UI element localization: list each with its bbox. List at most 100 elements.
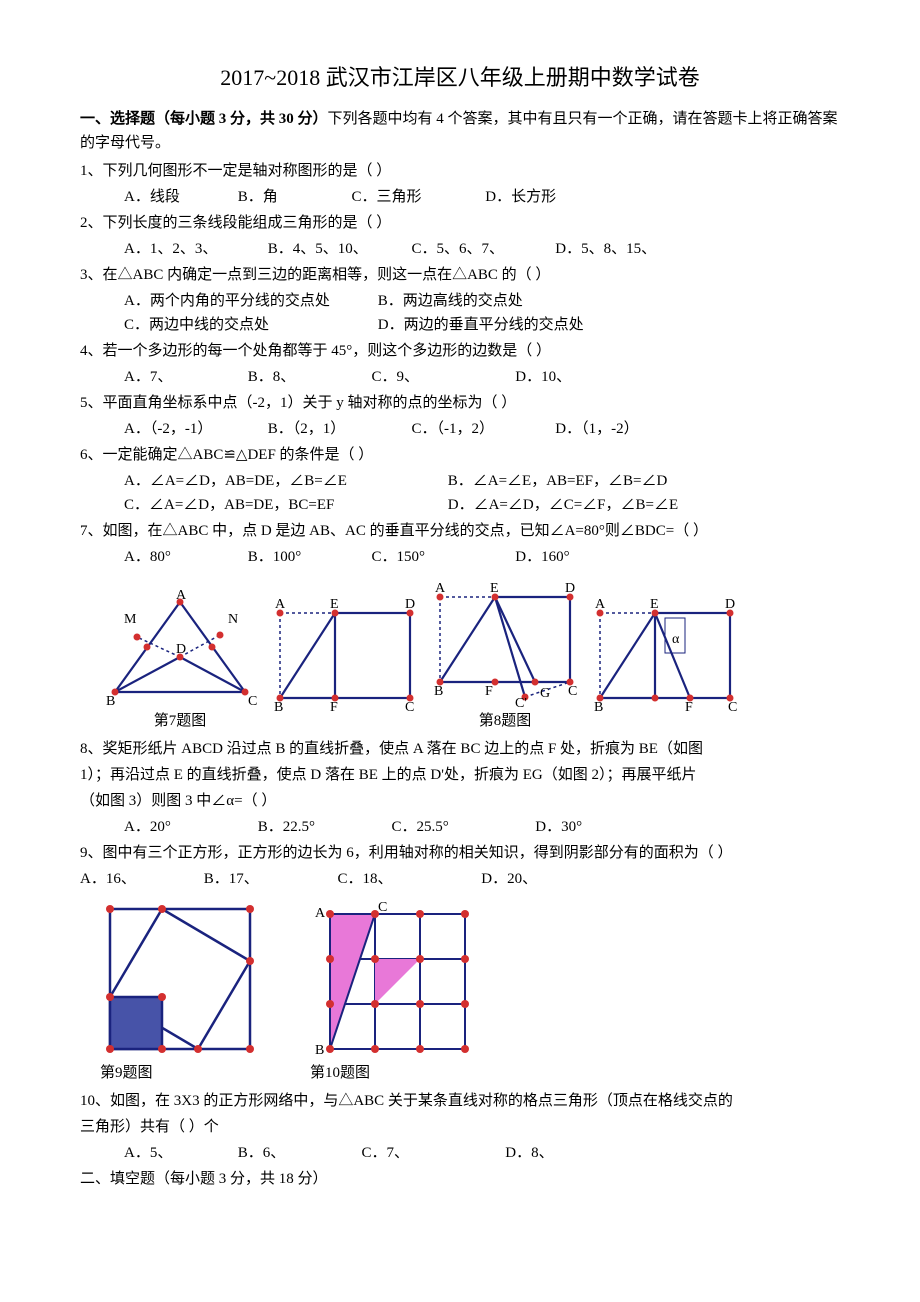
q3-options: A．两个内角的平分线的交点处 B．两边高线的交点处 C．两边中线的交点处 D．两… <box>80 289 840 337</box>
q5-options: A．（-2，-1） B．（2，1） C．（-1，2） D．（1，-2） <box>80 417 840 441</box>
q4-opt-d: D．10、 <box>515 365 635 389</box>
fig9: 第9题图 <box>100 899 260 1085</box>
q6-options: A．∠A=∠D，AB=DE，∠B=∠E B．∠A=∠E，AB=EF，∠B=∠D … <box>80 469 840 517</box>
svg-text:M: M <box>124 612 137 627</box>
q6-opt-d: D．∠A=∠D，∠C=∠F，∠B=∠E <box>448 493 768 517</box>
svg-text:B: B <box>434 684 443 699</box>
q9-opt-c: C．18、 <box>338 867 478 891</box>
q1-opt-d: D．长方形 <box>485 185 615 209</box>
q9-opt-d: D．20、 <box>481 867 601 891</box>
q2-opt-c: C．5、6、7、 <box>412 237 552 261</box>
fig8-2-svg: AED BFG CC' <box>430 577 580 707</box>
q7-text: 7、如图，在△ABC 中，点 D 是边 AB、AC 的垂直平分线的交点，已知∠A… <box>80 519 840 543</box>
q10-opt-c: C．7、 <box>362 1141 502 1165</box>
q1-options: A．线段 B．角 C．三角形 D．长方形 <box>80 185 840 209</box>
svg-text:D: D <box>565 581 575 596</box>
q4-opt-c: C．9、 <box>372 365 512 389</box>
svg-text:D: D <box>725 597 735 612</box>
svg-text:A: A <box>275 597 286 612</box>
section1-heading: 一、选择题（每小题 3 分，共 30 分）下列各题中均有 4 个答案，其中有且只… <box>80 107 840 155</box>
svg-text:α: α <box>672 632 680 647</box>
q4-options: A．7、 B．8、 C．9、 D．10、 <box>80 365 840 389</box>
q10-options: A．5、 B．6、 C．7、 D．8、 <box>80 1141 840 1165</box>
svg-text:A: A <box>595 597 606 612</box>
q4-text: 4、若一个多边形的每一个处角都等于 45°，则这个多边形的边数是（ ） <box>80 339 840 363</box>
q3-opt-b: B．两边高线的交点处 <box>378 289 628 313</box>
q7-opt-a: A．80° <box>124 545 244 569</box>
fig9-svg <box>100 899 260 1059</box>
q9-text: 9、图中有三个正方形，正方形的边长为 6，利用轴对称的相关知识，得到阴影部分有的… <box>80 841 840 865</box>
q6-opt-b: B．∠A=∠E，AB=EF，∠B=∠D <box>448 469 768 493</box>
q8-l1: 8、奖矩形纸片 ABCD 沿过点 B 的直线折叠，使点 A 落在 BC 边上的点… <box>80 737 840 761</box>
q5-opt-d: D．（1，-2） <box>555 417 695 441</box>
q2-options: A．1、2、3、 B．4、5、10、 C．5、6、7、 D．5、8、15、 <box>80 237 840 261</box>
q8-opt-c: C．25.5° <box>392 815 532 839</box>
q5-opt-a: A．（-2，-1） <box>124 417 264 441</box>
fig7: A MN D BC 第7题图 <box>100 587 260 733</box>
fig8-1-svg: AED BFC <box>270 593 420 713</box>
q8-options: A．20° B．22.5° C．25.5° D．30° <box>80 815 840 839</box>
q5-opt-b: B．（2，1） <box>268 417 408 441</box>
svg-text:C: C <box>405 700 414 713</box>
fig8-1: AED BFC <box>270 593 420 733</box>
q2-opt-a: A．1、2、3、 <box>124 237 264 261</box>
svg-text:F: F <box>485 684 493 699</box>
svg-text:F: F <box>685 700 693 713</box>
svg-text:D: D <box>176 642 186 657</box>
q9-opt-a: A．16、 <box>80 867 200 891</box>
svg-text:E: E <box>330 597 339 612</box>
q2-opt-b: B．4、5、10、 <box>268 237 408 261</box>
q9-opt-b: B．17、 <box>204 867 334 891</box>
q1-text: 1、下列几何图形不一定是轴对称图形的是（ ） <box>80 159 840 183</box>
svg-text:G: G <box>540 686 550 701</box>
q7-options: A．80° B．100° C．150° D．160° <box>80 545 840 569</box>
q8-opt-d: D．30° <box>535 815 655 839</box>
q8-opt-b: B．22.5° <box>258 815 388 839</box>
q5-opt-c: C．（-1，2） <box>412 417 552 441</box>
q3-opt-d: D．两边的垂直平分线的交点处 <box>378 313 628 337</box>
q8-opt-a: A．20° <box>124 815 254 839</box>
svg-text:A: A <box>176 588 187 603</box>
fig8-2: AED BFG CC' 第8题图 <box>430 577 580 733</box>
q10-opt-a: A．5、 <box>124 1141 234 1165</box>
svg-text:C: C <box>248 694 257 707</box>
q10-opt-d: D．8、 <box>505 1141 625 1165</box>
q9-options: A．16、 B．17、 C．18、 D．20、 <box>80 867 840 891</box>
q8-l2: 1）；再沿过点 E 的直线折叠，使点 D 落在 BE 上的点 D'处，折痕为 E… <box>80 763 840 787</box>
svg-text:C: C <box>568 684 577 699</box>
fig8-caption: 第8题图 <box>479 709 532 733</box>
fig10-caption: 第10题图 <box>310 1061 480 1085</box>
q8-l3: （如图 3）则图 3 中∠α=（ ） <box>80 789 840 813</box>
svg-text:C: C <box>378 900 387 915</box>
figures-row-1: A MN D BC 第7题图 A E D B F C <box>100 577 840 733</box>
fig10-svg: ACB <box>310 899 480 1059</box>
fig8-3: AED BFC α <box>590 593 740 733</box>
q10-l1: 10、如图，在 3X3 的正方形网络中，与△ABC 关于某条直线对称的格点三角形… <box>80 1089 840 1113</box>
q5-text: 5、平面直角坐标系中点（-2，1）关于 y 轴对称的点的坐标为（ ） <box>80 391 840 415</box>
fig9-caption: 第9题图 <box>100 1061 260 1085</box>
figures-row-2: 第9题图 ACB 第10题图 <box>100 899 840 1085</box>
q7-opt-c: C．150° <box>372 545 512 569</box>
q3-opt-a: A．两个内角的平分线的交点处 <box>124 289 374 313</box>
svg-text:F: F <box>330 700 338 713</box>
svg-text:C: C <box>728 700 737 713</box>
fig7-svg: A MN D BC <box>100 587 260 707</box>
svg-text:B: B <box>594 700 603 713</box>
section2-heading: 二、填空题（每小题 3 分，共 18 分） <box>80 1167 840 1191</box>
fig8-3-svg: AED BFC α <box>590 593 740 713</box>
q6-text: 6、一定能确定△ABC≌△DEF 的条件是（ ） <box>80 443 840 467</box>
q6-opt-a: A．∠A=∠D，AB=DE，∠B=∠E <box>124 469 444 493</box>
q4-opt-a: A．7、 <box>124 365 244 389</box>
q2-opt-d: D．5、8、15、 <box>555 237 695 261</box>
q4-opt-b: B．8、 <box>248 365 368 389</box>
q1-opt-c: C．三角形 <box>352 185 482 209</box>
q10-l2: 三角形）共有（ ）个 <box>80 1115 840 1139</box>
fig7-caption: 第7题图 <box>154 709 207 733</box>
page-title: 2017~2018 武汉市江岸区八年级上册期中数学试卷 <box>80 60 840 95</box>
q6-opt-c: C．∠A=∠D，AB=DE，BC=EF <box>124 493 444 517</box>
fig10: ACB 第10题图 <box>310 899 480 1085</box>
svg-text:C': C' <box>515 696 527 707</box>
q1-opt-b: B．角 <box>238 185 348 209</box>
svg-text:A: A <box>435 581 446 596</box>
q3-opt-c: C．两边中线的交点处 <box>124 313 374 337</box>
